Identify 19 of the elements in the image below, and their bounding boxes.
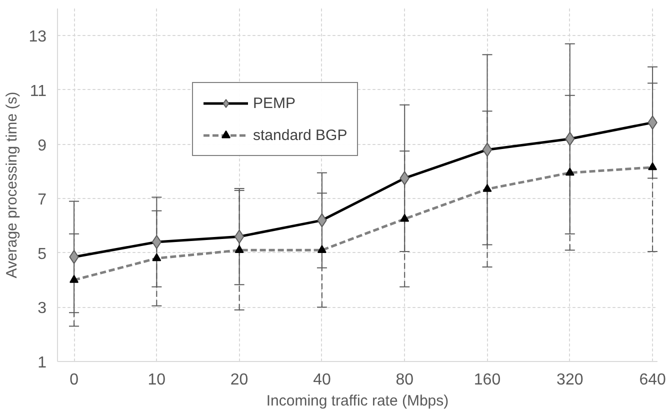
x-tick-label: 0: [70, 372, 79, 388]
y-tick-label: 1: [38, 354, 47, 372]
x-tick-label: 320: [556, 372, 584, 388]
x-tick-label: 20: [230, 372, 248, 388]
x-tick-label: 640: [639, 372, 666, 388]
y-tick-label: 11: [30, 82, 47, 100]
y-tick-label: 9: [38, 137, 47, 154]
y-tick-label: 3: [38, 300, 47, 318]
y-tick-label: 5: [38, 246, 47, 263]
x-axis-title: Incoming traffic rate (Mbps): [266, 392, 449, 410]
y-axis-title: Average processing time (s): [4, 92, 21, 278]
x-tick-label: 160: [474, 372, 501, 388]
y-tick-label: 7: [38, 192, 47, 209]
x-tick-label: 40: [313, 372, 331, 388]
y-tick-label: 13: [28, 28, 47, 46]
legend-label: standard BGP: [253, 126, 348, 144]
legend-label: PEMP: [253, 94, 296, 112]
x-tick-label: 10: [148, 372, 166, 388]
x-tick-label: 80: [396, 372, 414, 388]
